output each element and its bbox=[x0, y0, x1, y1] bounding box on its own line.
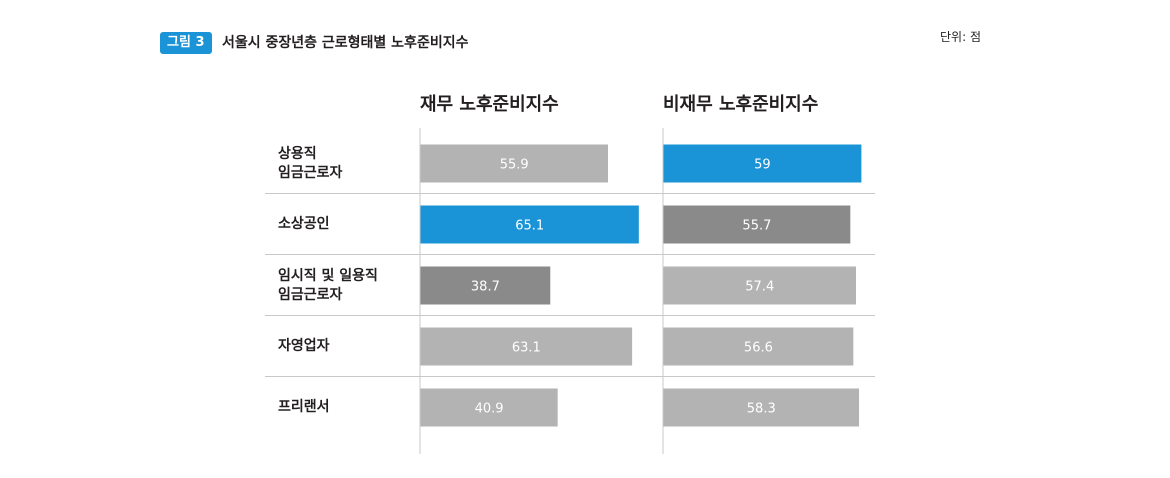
data-label-0-3: 63.1 bbox=[512, 341, 541, 356]
category-label-line: 자영업자 bbox=[278, 338, 330, 354]
category-label-line: 임금근로자 bbox=[278, 164, 343, 181]
unit-label: 단위: 점 bbox=[940, 30, 981, 44]
category-label-line: 임금근로자 bbox=[278, 286, 343, 303]
chart-title: 서울시 중장년층 근로형태별 노후준비지수 bbox=[222, 35, 469, 51]
bar-0-0 bbox=[420, 144, 608, 183]
bar-0-3 bbox=[420, 327, 633, 366]
data-label-1-3: 56.6 bbox=[744, 341, 773, 356]
category-label-line: 프리랜서 bbox=[278, 399, 330, 415]
data-label-1-1: 55.7 bbox=[742, 219, 771, 234]
category-label: 소상공인 bbox=[278, 215, 330, 234]
bar-1-2 bbox=[663, 266, 857, 305]
data-label-1-4: 58.3 bbox=[747, 402, 776, 417]
data-label-0-2: 38.7 bbox=[471, 280, 500, 295]
data-label-0-4: 40.9 bbox=[475, 402, 504, 417]
figure-badge: 그림 3 bbox=[160, 32, 212, 54]
bar-1-4 bbox=[663, 388, 860, 427]
bar-0-1 bbox=[420, 205, 639, 244]
bar-1-1 bbox=[663, 205, 851, 244]
bar-1-0 bbox=[663, 144, 862, 183]
data-label-0-0: 55.9 bbox=[500, 158, 529, 173]
category-label-line: 상용직 bbox=[278, 145, 317, 162]
category-label: 프리랜서 bbox=[278, 398, 330, 417]
category-label: 자영업자 bbox=[278, 337, 330, 356]
bar-0-2 bbox=[420, 266, 551, 305]
data-label-1-2: 57.4 bbox=[745, 280, 774, 295]
category-label-line: 임시직 및 일용직 bbox=[278, 267, 378, 284]
category-label-line: 소상공인 bbox=[278, 216, 330, 232]
data-label-1-0: 59 bbox=[754, 158, 771, 173]
series-title-financial: 재무 노후준비지수 bbox=[420, 94, 559, 115]
data-label-0-1: 65.1 bbox=[515, 219, 544, 234]
bar-0-4 bbox=[420, 388, 558, 427]
series-title-nonfinancial: 비재무 노후준비지수 bbox=[663, 94, 819, 115]
bar-1-3 bbox=[663, 327, 854, 366]
